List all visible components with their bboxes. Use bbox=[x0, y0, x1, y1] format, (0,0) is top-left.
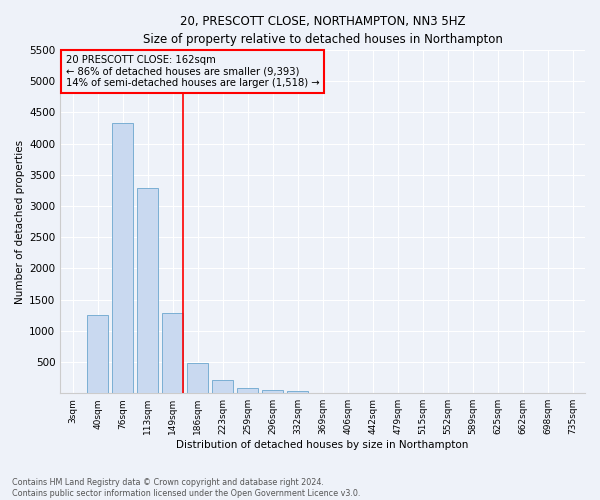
Bar bbox=[162, 312, 184, 393]
Bar bbox=[262, 390, 283, 393]
Bar bbox=[287, 390, 308, 393]
Text: 20 PRESCOTT CLOSE: 162sqm
← 86% of detached houses are smaller (9,393)
14% of se: 20 PRESCOTT CLOSE: 162sqm ← 86% of detac… bbox=[65, 55, 319, 88]
Text: Contains HM Land Registry data © Crown copyright and database right 2024.
Contai: Contains HM Land Registry data © Crown c… bbox=[12, 478, 361, 498]
Bar bbox=[237, 388, 258, 393]
Bar bbox=[112, 123, 133, 393]
Y-axis label: Number of detached properties: Number of detached properties bbox=[15, 140, 25, 304]
X-axis label: Distribution of detached houses by size in Northampton: Distribution of detached houses by size … bbox=[176, 440, 469, 450]
Bar bbox=[137, 188, 158, 393]
Bar bbox=[212, 380, 233, 393]
Bar bbox=[87, 314, 109, 393]
Bar bbox=[187, 364, 208, 393]
Title: 20, PRESCOTT CLOSE, NORTHAMPTON, NN3 5HZ
Size of property relative to detached h: 20, PRESCOTT CLOSE, NORTHAMPTON, NN3 5HZ… bbox=[143, 15, 503, 46]
